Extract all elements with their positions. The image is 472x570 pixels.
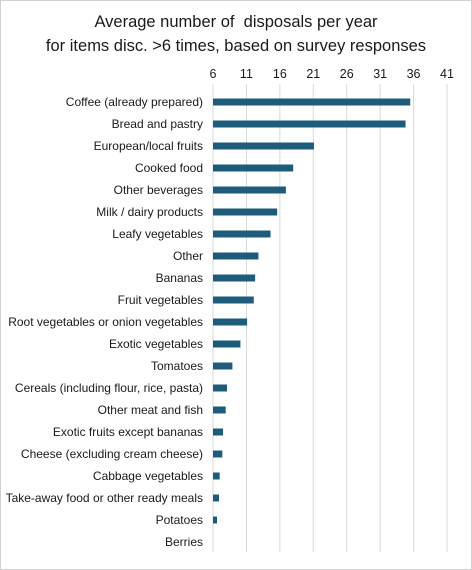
bar [213, 384, 228, 392]
bar [213, 252, 259, 260]
bar [213, 208, 278, 216]
gridlines [212, 84, 448, 552]
bar [213, 120, 406, 128]
category-labels: Coffee (already prepared) Bread and pastr… [6, 95, 203, 549]
bar [213, 450, 223, 458]
bar [213, 362, 233, 370]
bar [213, 186, 286, 194]
category-label: Milk / dairy products [96, 205, 203, 219]
category-label: Cooked food [135, 161, 203, 175]
category-label: Fruit vegetables [118, 293, 203, 307]
category-label: European/local fruits [94, 139, 203, 153]
category-label: Bananas [156, 271, 203, 285]
chart-title-line-1: Average number of disposals per year [94, 13, 378, 31]
category-label: Bread and pastry [112, 117, 203, 131]
category-label: Other [173, 249, 203, 263]
bar [213, 340, 241, 348]
bar [213, 406, 226, 414]
bar [213, 472, 220, 480]
category-label: Other meat and fish [98, 403, 203, 417]
bar [213, 142, 314, 150]
category-label: Leafy vegetables [112, 227, 203, 241]
x-tick-label: 31 [373, 67, 387, 81]
bar [213, 230, 271, 238]
x-tick-label: 36 [407, 67, 421, 81]
x-tick-label: 16 [273, 67, 287, 81]
category-label: Tomatoes [151, 359, 203, 373]
x-tick-label: 41 [440, 67, 454, 81]
chart-title: Average number of disposals per year for… [0, 10, 472, 58]
x-axis-ticks: 6 11 16 21 26 31 36 41 [210, 67, 454, 81]
x-tick-label: 11 [240, 67, 253, 81]
category-label: Coffee (already prepared) [66, 95, 203, 109]
category-label: Root vegetables or onion vegetables [8, 315, 203, 329]
category-label: Take-away food or other ready meals [6, 491, 203, 505]
category-label: Other beverages [114, 183, 203, 197]
bar [213, 164, 294, 172]
category-label: Exotic fruits except bananas [53, 425, 203, 439]
category-label: Cheese (excluding cream cheese) [21, 447, 203, 461]
bar [213, 274, 256, 282]
category-label: Potatoes [156, 513, 203, 527]
bar [213, 296, 254, 304]
chart-title-line-2: for items disc. >6 times, based on surve… [45, 37, 427, 55]
x-tick-label: 26 [340, 67, 354, 81]
bar [213, 98, 411, 106]
bar [213, 428, 224, 436]
x-tick-label: 6 [210, 67, 217, 81]
bar [213, 494, 220, 502]
category-label: Cabbage vegetables [93, 469, 203, 483]
bars [213, 98, 411, 524]
bar [213, 516, 218, 524]
category-label: Berries [165, 535, 203, 549]
bar [213, 318, 248, 326]
x-tick-label: 21 [306, 67, 320, 81]
category-label: Cereals (including flour, rice, pasta) [15, 381, 203, 395]
category-label: Exotic vegetables [109, 337, 203, 351]
